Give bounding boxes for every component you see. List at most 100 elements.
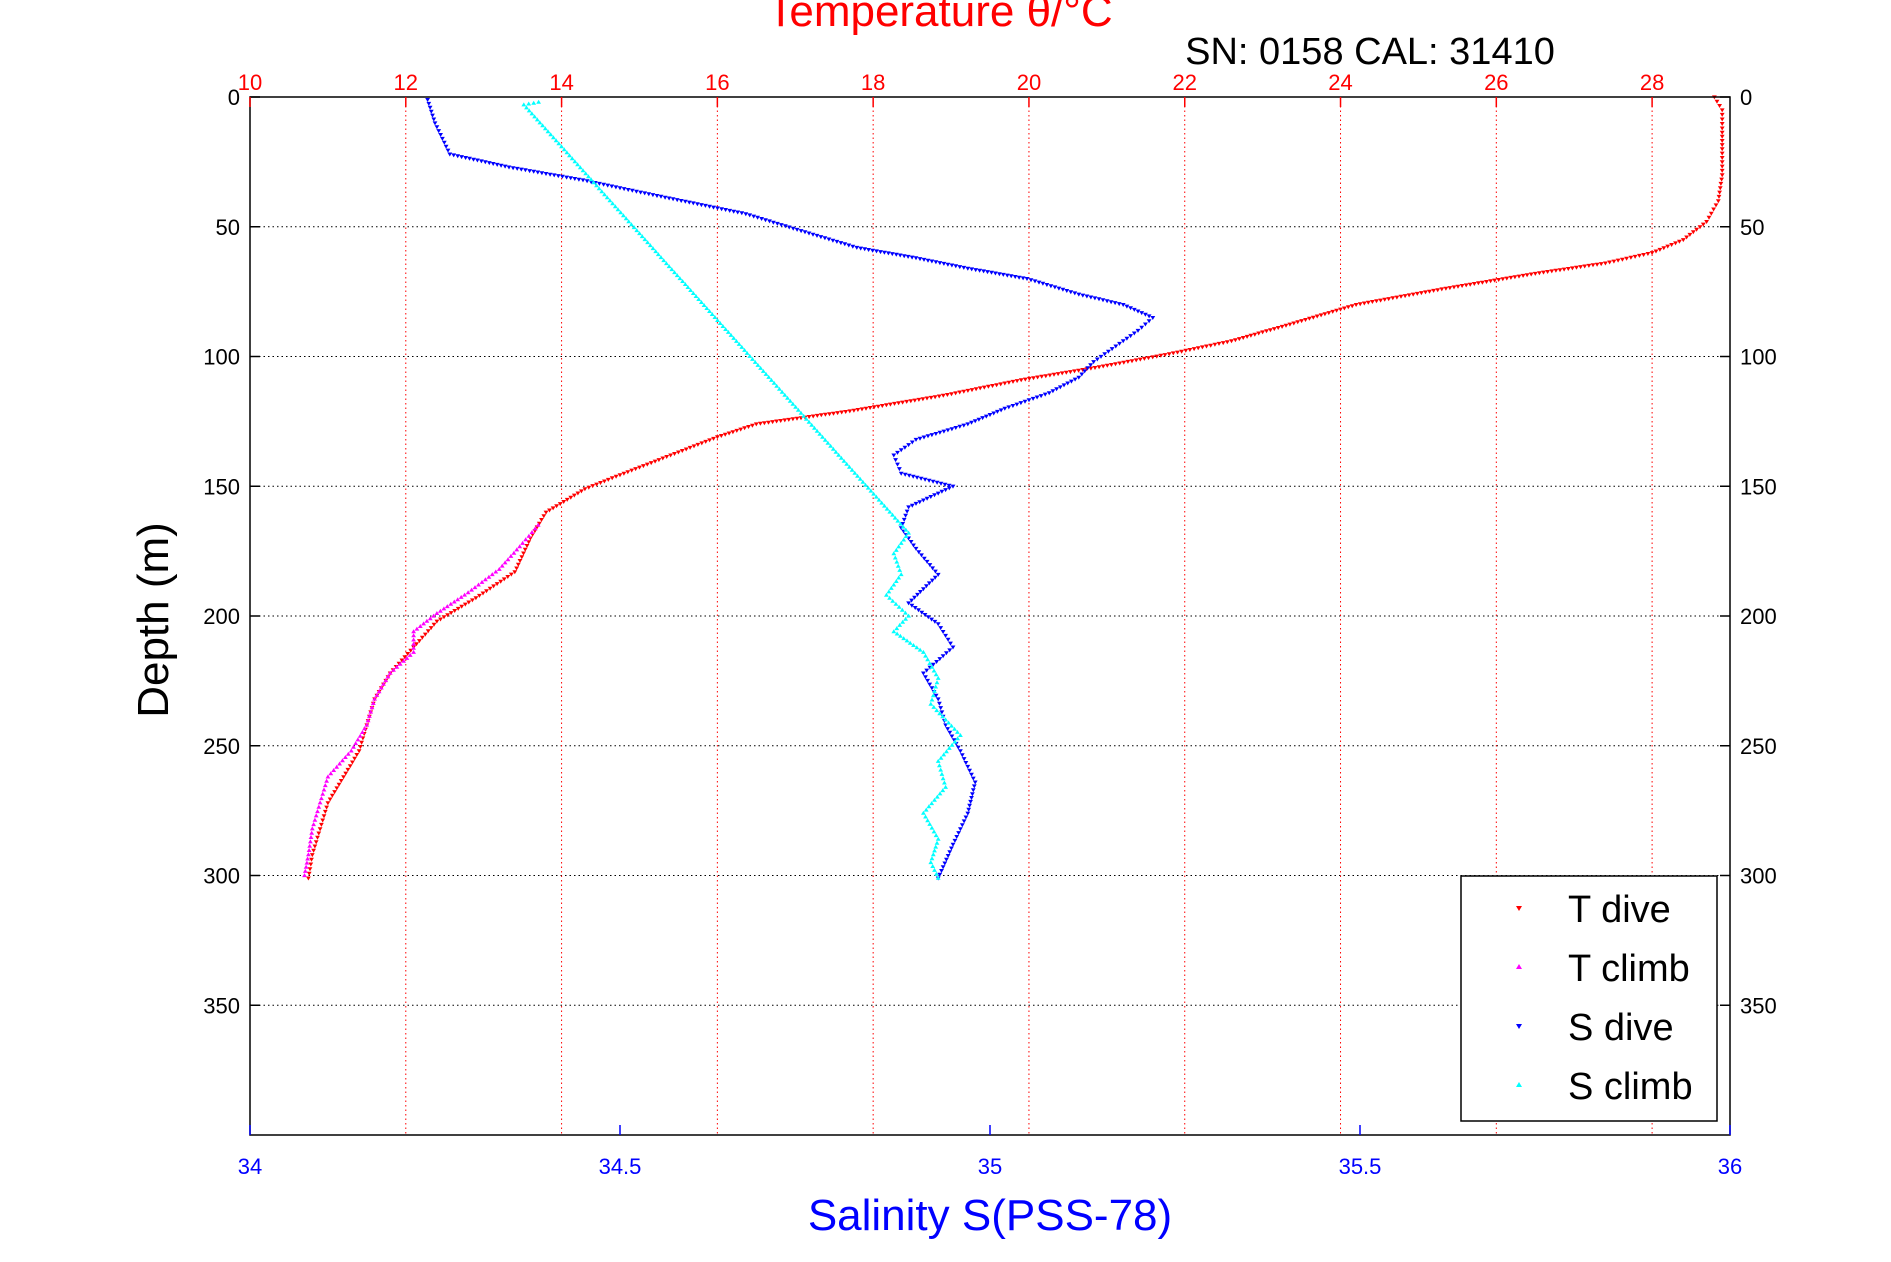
s-dive-point xyxy=(1020,276,1026,281)
t-climb-point xyxy=(465,590,471,595)
s-climb-point xyxy=(612,204,618,209)
t-dive-point xyxy=(953,391,958,396)
t-dive-point xyxy=(336,782,342,787)
t-dive-point xyxy=(1565,267,1571,271)
t-dive-point xyxy=(1295,320,1301,325)
t-dive-point xyxy=(1665,244,1671,249)
t-dive-point xyxy=(1459,284,1465,288)
t-dive-point xyxy=(806,415,812,419)
t-climb-point xyxy=(334,764,340,769)
t-climb-point xyxy=(328,771,334,776)
t-dive-point xyxy=(1248,333,1254,338)
s-climb-point xyxy=(923,653,928,658)
s-dive-point xyxy=(1069,379,1074,384)
t-dive-point xyxy=(470,598,475,603)
s-dive-point xyxy=(947,850,953,855)
t-dive-point xyxy=(322,809,328,814)
s-climb-point xyxy=(712,315,718,319)
s-dive-point xyxy=(445,148,451,153)
t-dive-point xyxy=(875,404,881,409)
t-dive-point xyxy=(668,453,673,458)
s-dive-point xyxy=(1076,375,1082,380)
s-climb-point xyxy=(531,100,537,105)
s-dive-point xyxy=(947,730,953,735)
s-dive-point xyxy=(703,203,708,208)
t-dive-point xyxy=(438,617,443,622)
s-dive-point xyxy=(930,662,936,667)
t-dive-point xyxy=(843,410,849,414)
s-dive-point xyxy=(1026,398,1032,403)
s-dive-point xyxy=(970,788,976,793)
s-dive-point xyxy=(969,796,974,800)
s-climb-point xyxy=(894,631,900,636)
t-dive-point xyxy=(1154,354,1160,359)
s-climb-point xyxy=(793,404,798,409)
s-climb-point xyxy=(760,368,766,373)
s-dive-point xyxy=(1016,275,1022,280)
s-dive-point xyxy=(945,262,951,267)
t-dive-point xyxy=(718,434,724,438)
t-dive-point xyxy=(309,857,314,862)
s-climb-point xyxy=(820,434,825,439)
s-dive-point xyxy=(909,440,915,445)
s-dive-point xyxy=(634,189,639,194)
t-climb-point xyxy=(496,566,502,571)
s-dive-point xyxy=(1056,286,1062,291)
t-dive-point xyxy=(1500,277,1506,282)
t-dive-point xyxy=(863,406,869,411)
s-climb-point xyxy=(900,524,906,529)
s-dive-point xyxy=(929,433,935,438)
s-dive-point xyxy=(940,630,946,634)
s-dive-point xyxy=(482,160,488,165)
s-climb-point xyxy=(580,168,586,173)
s-climb-point xyxy=(917,647,923,652)
t-dive-point xyxy=(835,411,840,416)
t-dive-point xyxy=(1684,235,1689,240)
s-dive-point xyxy=(1054,387,1059,392)
t-dive-point xyxy=(625,470,631,475)
t-dive-point xyxy=(1451,285,1457,290)
t-climb-point xyxy=(315,809,320,814)
t-dive-point xyxy=(1345,305,1351,310)
t-dive-point xyxy=(345,767,351,772)
depth-tick-label-right: 350 xyxy=(1740,993,1777,1018)
s-dive-point xyxy=(518,167,524,172)
t-dive-point xyxy=(352,756,357,761)
t-dive-point xyxy=(329,793,335,798)
t-dive-point xyxy=(672,452,677,456)
s-dive-point xyxy=(902,472,908,477)
t-dive-point xyxy=(1484,280,1489,284)
t-dive-point xyxy=(928,395,934,400)
t-climb-point xyxy=(434,611,440,615)
s-climb-point xyxy=(720,324,726,328)
t-dive-point xyxy=(341,775,346,780)
t-dive-point xyxy=(1520,273,1526,278)
y-axis-label: Depth (m) xyxy=(129,522,178,718)
s-climb-point xyxy=(903,534,909,538)
s-climb-point xyxy=(895,518,901,523)
legend-label: T dive xyxy=(1568,889,1671,931)
s-dive-point xyxy=(893,458,898,463)
s-dive-point xyxy=(906,505,911,510)
s-climb-point xyxy=(934,840,940,845)
s-climb-point xyxy=(935,675,941,680)
s-dive-point xyxy=(638,190,643,195)
s-dive-point xyxy=(1065,381,1071,386)
s-dive-point xyxy=(870,248,875,253)
t-dive-point xyxy=(1553,268,1559,273)
s-dive-point xyxy=(961,757,967,762)
s-dive-point xyxy=(1014,402,1020,407)
t-dive-point xyxy=(1611,259,1617,264)
temperature-tick-label: 22 xyxy=(1172,70,1196,95)
s-climb-point xyxy=(855,473,860,478)
t-climb-point xyxy=(448,601,454,606)
s-dive-point xyxy=(947,648,953,653)
t-dive-point xyxy=(428,626,434,631)
s-climb-point xyxy=(602,192,607,197)
salinity-tick-label: 36 xyxy=(1718,1154,1742,1179)
t-dive-point xyxy=(1394,295,1400,300)
s-dive-point xyxy=(1100,298,1106,303)
s-dive-point xyxy=(882,250,887,255)
t-dive-point xyxy=(598,481,603,485)
s-dive-point xyxy=(810,232,816,237)
